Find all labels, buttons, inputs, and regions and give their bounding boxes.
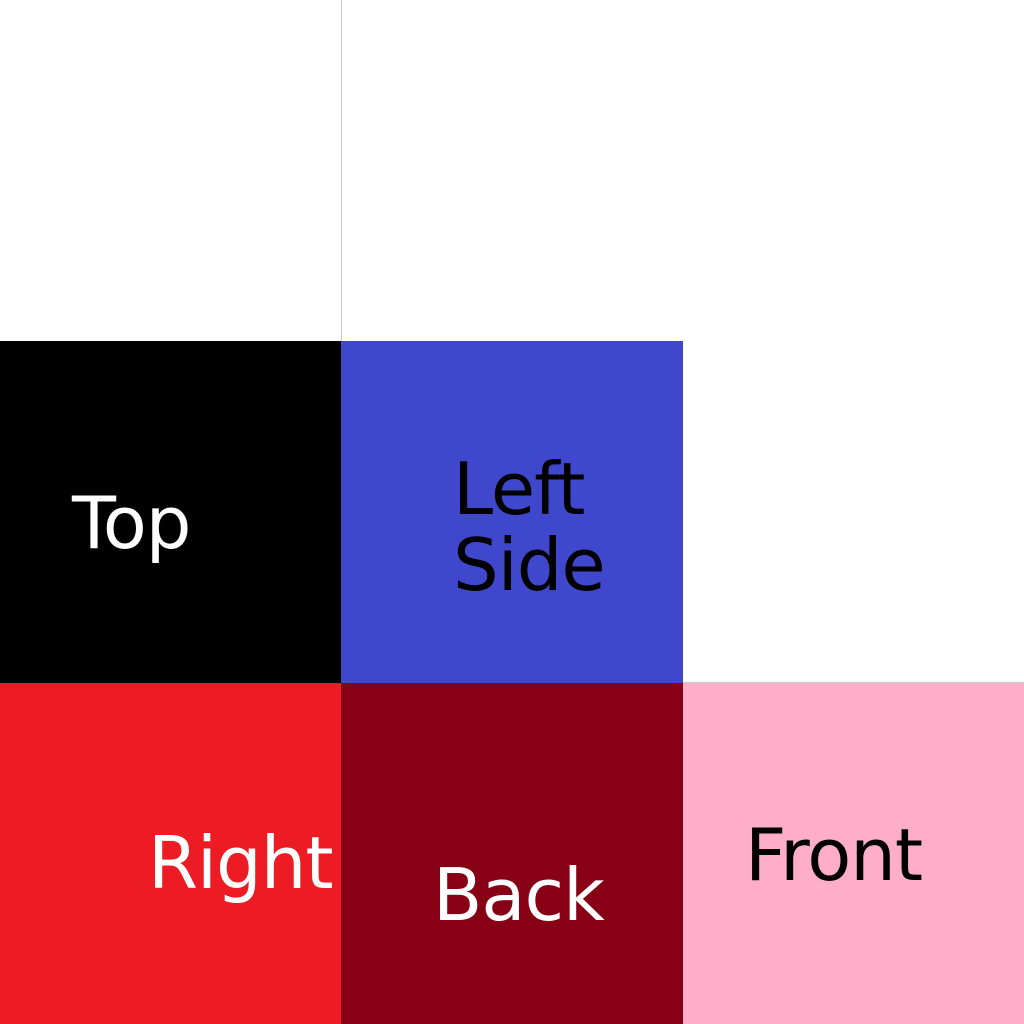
face-front-label: Front <box>745 813 923 897</box>
face-left-side: Left Side <box>341 341 683 683</box>
face-back-label: Back <box>433 853 605 937</box>
face-left-side-label: Left Side <box>453 447 606 607</box>
face-top: Top <box>0 341 341 683</box>
vertical-divider-line <box>341 0 342 341</box>
face-back: Back <box>341 683 683 1024</box>
face-front: Front <box>683 683 1024 1024</box>
horizontal-divider-line <box>683 682 1024 683</box>
face-top-label: Top <box>72 481 191 565</box>
face-right: Right <box>0 683 341 1024</box>
face-right-label: Right <box>148 821 334 905</box>
